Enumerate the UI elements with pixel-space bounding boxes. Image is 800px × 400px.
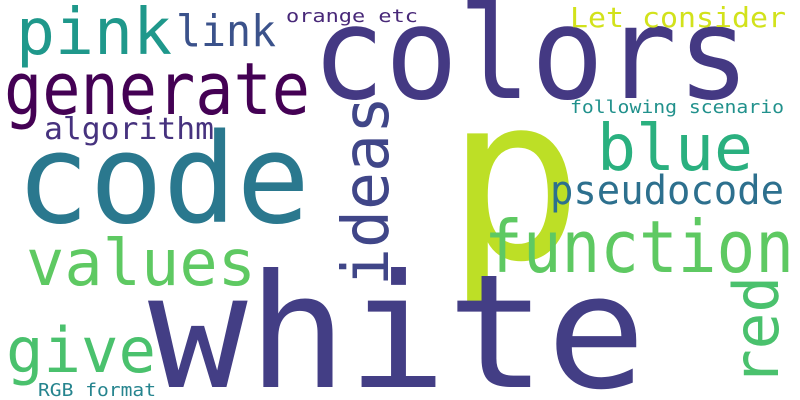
word-orange-etc: orange etc [286, 6, 418, 27]
word-white: white [148, 241, 646, 400]
word-code: code [16, 108, 310, 252]
word-rgb-format: RGB format [38, 380, 156, 400]
word-red: red [720, 276, 793, 386]
word-following-scenario: following scenario [570, 97, 784, 118]
word-generate: generate [4, 47, 310, 131]
word-algorithm: algorithm [44, 112, 214, 147]
word-pseudocode: pseudocode [550, 168, 784, 214]
word-blue: blue [597, 112, 753, 186]
word-function: function [484, 205, 794, 289]
word-pink: pink [16, 0, 172, 70]
word-values: values [26, 227, 256, 301]
word-let-consider: Let consider [570, 1, 786, 34]
word-ideas: ideas [330, 96, 404, 286]
word-colors: colors [312, 0, 750, 129]
word-give: give [6, 314, 156, 387]
word-link: link [176, 6, 276, 57]
word-p: p [446, 46, 583, 312]
